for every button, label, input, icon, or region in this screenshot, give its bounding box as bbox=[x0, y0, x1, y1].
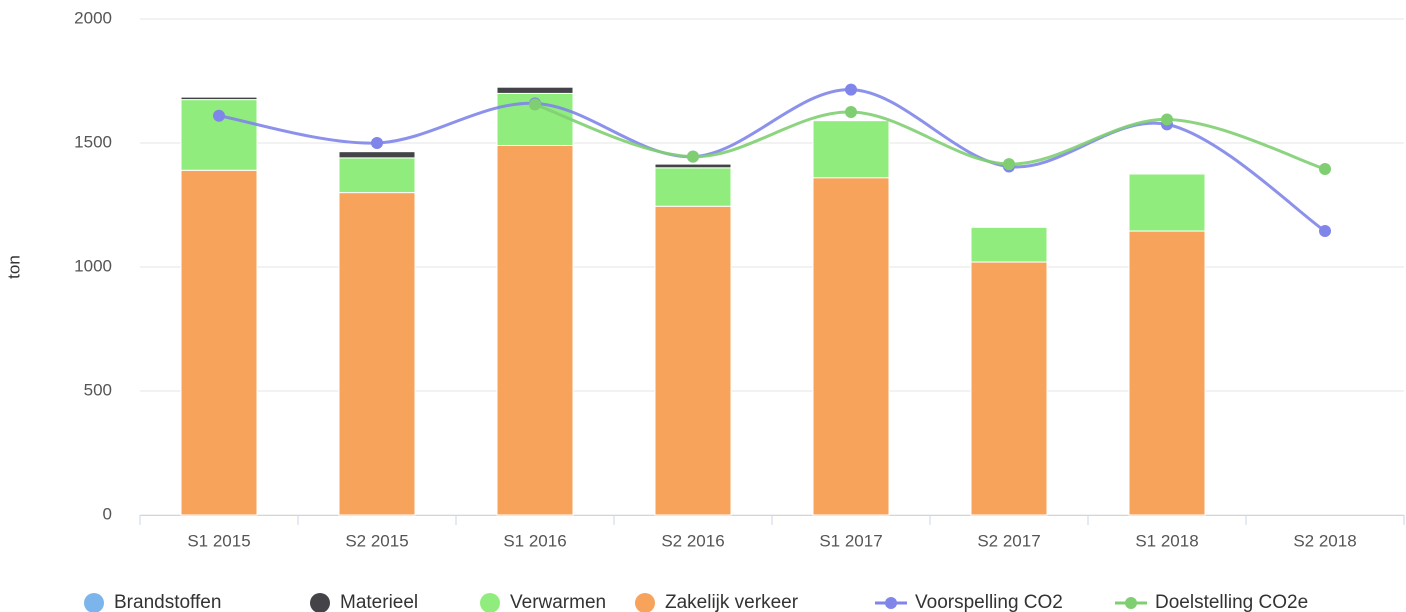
legend-label: Verwarmen bbox=[510, 592, 606, 612]
bar-segment bbox=[496, 86, 574, 94]
bar-segment bbox=[1128, 230, 1206, 516]
x-tick-label: S2 2018 bbox=[1293, 531, 1356, 550]
x-tick-label: S1 2018 bbox=[1135, 531, 1198, 550]
y-tick-label: 500 bbox=[84, 380, 112, 399]
bar-segment bbox=[654, 167, 732, 207]
y-tick-label: 1000 bbox=[74, 256, 112, 275]
line-marker bbox=[845, 83, 857, 96]
x-tick-label: S2 2015 bbox=[345, 531, 408, 550]
y-axis-label: ton bbox=[4, 255, 23, 279]
legend-label: Brandstoffen bbox=[114, 592, 221, 612]
y-tick-label: 2000 bbox=[74, 8, 112, 27]
line-marker bbox=[1319, 163, 1331, 176]
line-marker bbox=[371, 137, 383, 149]
bar-segment bbox=[654, 205, 732, 516]
bar-segment bbox=[970, 261, 1048, 516]
bar-segment bbox=[496, 144, 574, 516]
bar-segment bbox=[180, 169, 258, 516]
x-tick-label: S1 2016 bbox=[503, 531, 566, 550]
legend-symbol bbox=[84, 593, 104, 612]
legend-symbol bbox=[480, 593, 500, 612]
line-marker bbox=[1161, 113, 1173, 126]
y-tick-label: 0 bbox=[103, 504, 112, 523]
legend-label: Voorspelling CO2 bbox=[915, 592, 1063, 612]
bar-segment bbox=[180, 96, 258, 101]
bar-segment bbox=[338, 192, 416, 516]
legend-label: Materieel bbox=[340, 592, 418, 612]
x-tick-label: S1 2017 bbox=[819, 531, 882, 550]
legend-symbol bbox=[310, 593, 330, 612]
x-tick-label: S2 2016 bbox=[661, 531, 724, 550]
bar-segment bbox=[1128, 173, 1206, 232]
bar-segment bbox=[812, 120, 890, 179]
bar-segment bbox=[654, 163, 732, 169]
legend-symbol bbox=[635, 593, 655, 612]
bar-segment bbox=[970, 226, 1048, 263]
bar-segment bbox=[338, 151, 416, 159]
legend-label: Doelstelling CO2e bbox=[1155, 592, 1308, 612]
x-tick-label: S1 2015 bbox=[187, 531, 250, 550]
legend-symbol bbox=[1125, 597, 1137, 609]
line-series bbox=[218, 88, 1326, 233]
x-tick-label: S2 2017 bbox=[977, 531, 1040, 550]
line-marker bbox=[687, 150, 699, 163]
y-tick-label: 1500 bbox=[74, 132, 112, 151]
line-marker bbox=[529, 98, 541, 111]
bar-segment bbox=[338, 157, 416, 194]
legend-label: Zakelijk verkeer bbox=[665, 592, 799, 612]
legend-symbol bbox=[885, 597, 897, 609]
line-marker bbox=[1003, 158, 1015, 171]
line-marker bbox=[1319, 225, 1331, 238]
line-series bbox=[534, 103, 1326, 171]
line-marker bbox=[845, 106, 857, 118]
bar-segment bbox=[812, 177, 890, 516]
line-marker bbox=[213, 109, 225, 122]
